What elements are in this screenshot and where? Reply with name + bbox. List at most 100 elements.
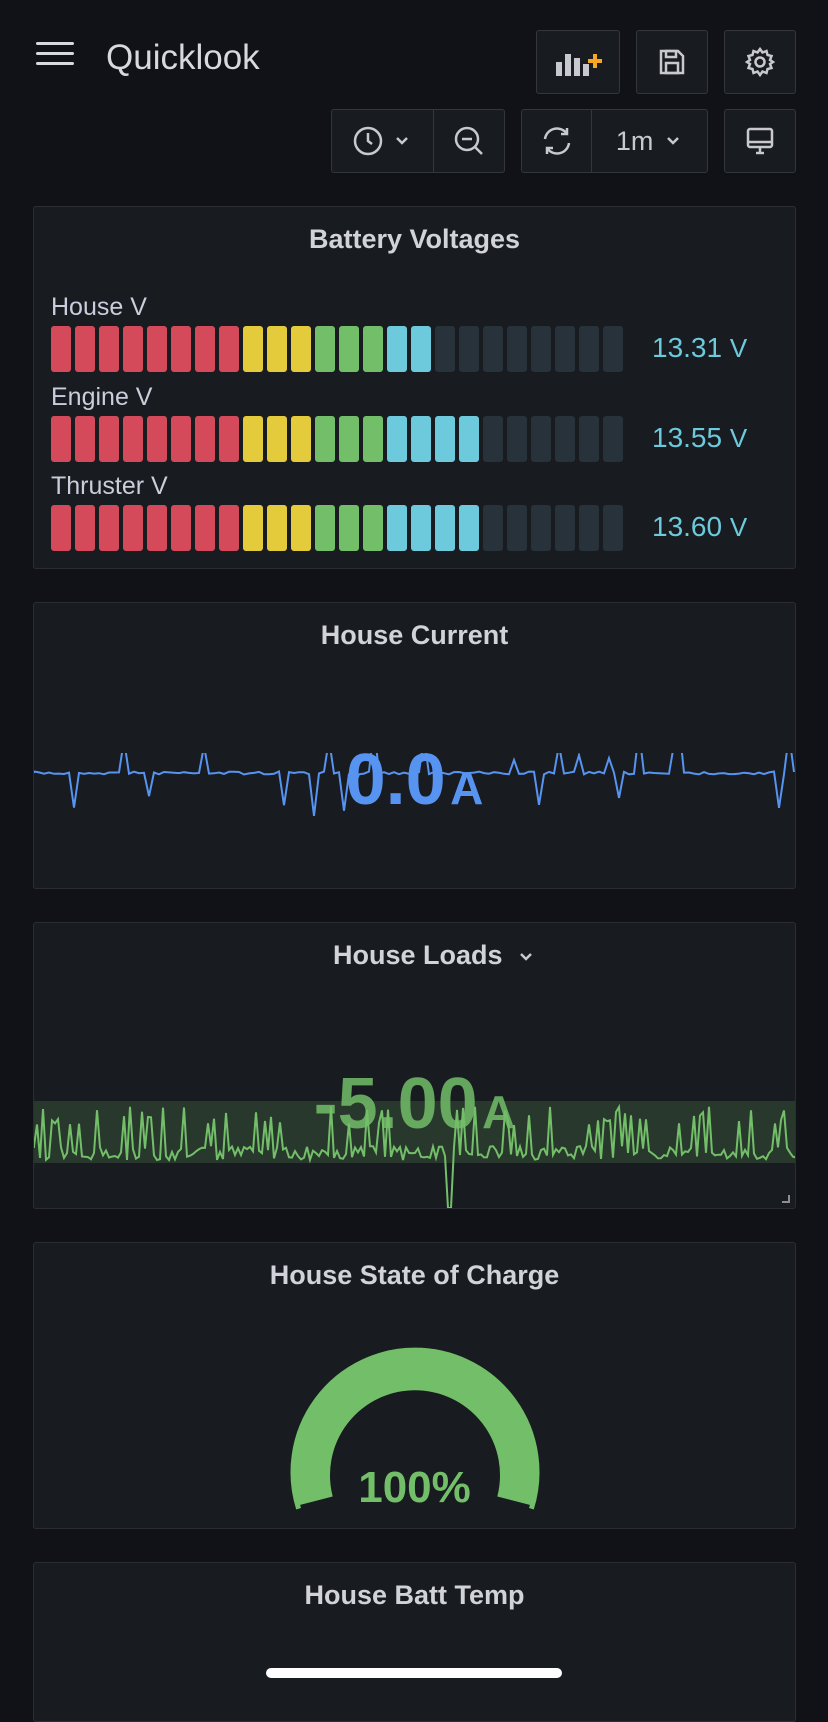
unit-text: A xyxy=(482,1086,516,1138)
gauge-soc xyxy=(290,1347,540,1510)
bar-segment xyxy=(435,505,455,551)
bar-segment xyxy=(219,505,239,551)
stat-value: 0.0 A xyxy=(34,739,795,821)
bar-segment xyxy=(579,416,599,462)
bar-segment xyxy=(291,326,311,372)
bar-segment xyxy=(507,416,527,462)
refresh-button[interactable] xyxy=(522,110,591,172)
panel-title[interactable]: House Batt Temp xyxy=(304,1580,525,1610)
bar-segment xyxy=(171,416,191,462)
value-text: 13.31 xyxy=(652,332,723,363)
bar-segment xyxy=(363,416,383,462)
bar-segment xyxy=(507,505,527,551)
house-batt-temp-panel: House Batt Temp xyxy=(33,1562,796,1722)
bar-segment xyxy=(555,326,575,372)
bar-segment xyxy=(267,416,287,462)
bar-segment xyxy=(555,416,575,462)
dashboard-settings-button[interactable] xyxy=(724,30,796,94)
bar-segment xyxy=(267,505,287,551)
bar-label-house: House V xyxy=(51,293,147,321)
bar-segment xyxy=(195,326,215,372)
bar-segment xyxy=(147,326,167,372)
refresh-icon xyxy=(543,127,570,155)
value-text: -5.00 xyxy=(313,1064,478,1144)
bar-segment xyxy=(195,416,215,462)
bar-segment xyxy=(411,326,431,372)
view-mode-button[interactable] xyxy=(724,109,796,173)
home-indicator xyxy=(266,1668,562,1678)
bar-segment xyxy=(483,326,503,372)
clock-icon xyxy=(354,126,383,156)
value-text: 13.60 xyxy=(652,511,723,542)
bar-segment xyxy=(99,326,119,372)
bar-segment xyxy=(387,326,407,372)
unit-text: V xyxy=(729,423,748,453)
bar-segment xyxy=(435,326,455,372)
bar-segment xyxy=(603,505,623,551)
sparkline-house-loads xyxy=(34,1101,795,1208)
battery-voltages-panel: Battery Voltages House V 13.31 V Engine … xyxy=(33,206,796,569)
panel-title[interactable]: House Current xyxy=(320,620,509,650)
bar-segment xyxy=(51,326,71,372)
bar-segment xyxy=(147,416,167,462)
time-range-picker[interactable] xyxy=(332,110,433,172)
panel-title-text: House Loads xyxy=(332,940,503,970)
bar-label-engine: Engine V xyxy=(51,383,153,411)
bar-segment xyxy=(75,416,95,462)
panel-title[interactable]: House Loads xyxy=(54,940,795,971)
bar-segment xyxy=(315,505,335,551)
bar-segment xyxy=(555,505,575,551)
bar-segment xyxy=(603,326,623,372)
refresh-interval-picker[interactable]: 1m xyxy=(591,110,707,172)
add-panel-button[interactable] xyxy=(536,30,620,94)
bar-segment xyxy=(603,416,623,462)
refresh-group: 1m xyxy=(521,109,708,173)
bar-segment xyxy=(75,505,95,551)
gear-icon xyxy=(744,46,776,78)
panel-title[interactable]: Battery Voltages xyxy=(308,224,521,254)
bar-segment xyxy=(147,505,167,551)
bar-segment xyxy=(411,416,431,462)
menu-icon[interactable] xyxy=(34,40,76,68)
bar-segment xyxy=(339,416,359,462)
bar-segment xyxy=(531,326,551,372)
bar-segment xyxy=(123,416,143,462)
chevron-down-icon xyxy=(667,137,680,145)
bar-segment xyxy=(531,505,551,551)
bar-segment xyxy=(483,416,503,462)
zoom-out-icon xyxy=(454,126,483,155)
unit-text: V xyxy=(729,333,748,363)
dashboard-title[interactable]: Quicklook xyxy=(106,38,260,77)
unit-text: A xyxy=(450,762,484,814)
bar-segment xyxy=(315,416,335,462)
bar-segment xyxy=(267,326,287,372)
house-loads-panel: House Loads -5.00 A xyxy=(33,922,796,1209)
save-icon xyxy=(659,49,685,75)
bar-segment xyxy=(75,326,95,372)
save-dashboard-button[interactable] xyxy=(636,30,708,94)
bar-segment xyxy=(195,505,215,551)
bar-segment xyxy=(411,505,431,551)
add-panel-icon xyxy=(556,54,602,76)
bar-segment xyxy=(363,326,383,372)
chevron-down-icon xyxy=(396,137,409,145)
monitor-icon xyxy=(746,127,774,155)
bar-segment xyxy=(99,416,119,462)
refresh-interval-label: 1m xyxy=(615,125,654,156)
resize-handle-icon[interactable] xyxy=(780,1193,790,1203)
bar-segment xyxy=(579,505,599,551)
bar-segment xyxy=(123,326,143,372)
bar-segment xyxy=(219,416,239,462)
bar-segment xyxy=(219,326,239,372)
panel-title[interactable]: House State of Charge xyxy=(269,1260,560,1290)
bar-segment xyxy=(531,416,551,462)
bar-segment xyxy=(339,326,359,372)
value-text: 0.0 xyxy=(345,740,446,820)
value-text: 13.55 xyxy=(652,422,723,453)
bar-segment xyxy=(459,416,479,462)
bar-segment xyxy=(99,505,119,551)
unit-text: V xyxy=(729,512,748,542)
zoom-out-button[interactable] xyxy=(432,110,504,172)
bar-segment xyxy=(387,416,407,462)
bar-segment xyxy=(171,505,191,551)
